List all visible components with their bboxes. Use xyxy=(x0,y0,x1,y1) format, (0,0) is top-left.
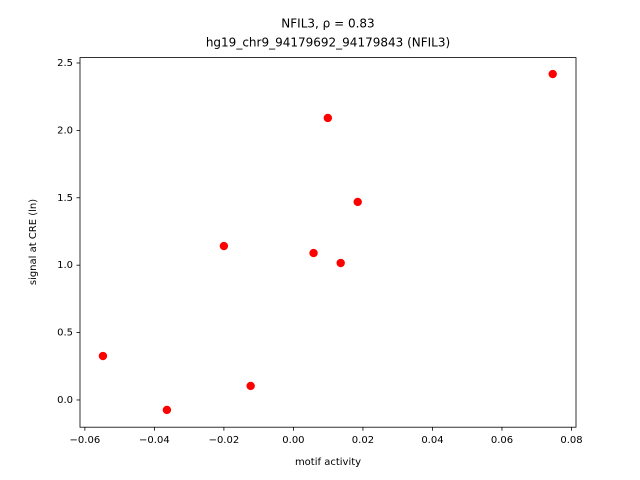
y-axis-label: signal at CRE (ln) xyxy=(28,199,39,285)
y-tick-label: 2.5 xyxy=(57,58,73,69)
point xyxy=(548,69,557,79)
x-tick-label: 0.00 xyxy=(282,435,304,446)
y-tick-label: 0.0 xyxy=(57,395,73,406)
y-tick-label: 1.0 xyxy=(57,260,73,271)
x-axis-label: motif activity xyxy=(295,457,361,468)
point xyxy=(353,197,362,207)
point xyxy=(336,258,345,268)
point xyxy=(162,405,172,415)
point xyxy=(323,113,333,123)
point xyxy=(309,248,318,258)
x-tick-label: 0.06 xyxy=(491,435,513,446)
y-tick-label: 0.5 xyxy=(57,328,73,339)
x-tick-label: −0.06 xyxy=(70,435,101,446)
x-tick-label: −0.04 xyxy=(139,435,170,446)
x-tick-label: −0.02 xyxy=(209,435,240,446)
point xyxy=(219,241,229,251)
x-tick-label: 0.08 xyxy=(560,435,582,446)
point xyxy=(98,351,108,361)
x-tick-label: 0.02 xyxy=(352,435,374,446)
x-tick-label: 0.04 xyxy=(421,435,443,446)
y-tick-label: 2.0 xyxy=(57,125,73,136)
chart-title: NFIL3, ρ = 0.83 xyxy=(281,17,374,31)
chart-subtitle: hg19_chr9_94179692_94179843 (NFIL3) xyxy=(206,36,450,50)
point xyxy=(246,381,255,391)
plot-frame xyxy=(79,57,577,428)
y-tick-label: 1.5 xyxy=(57,193,73,204)
